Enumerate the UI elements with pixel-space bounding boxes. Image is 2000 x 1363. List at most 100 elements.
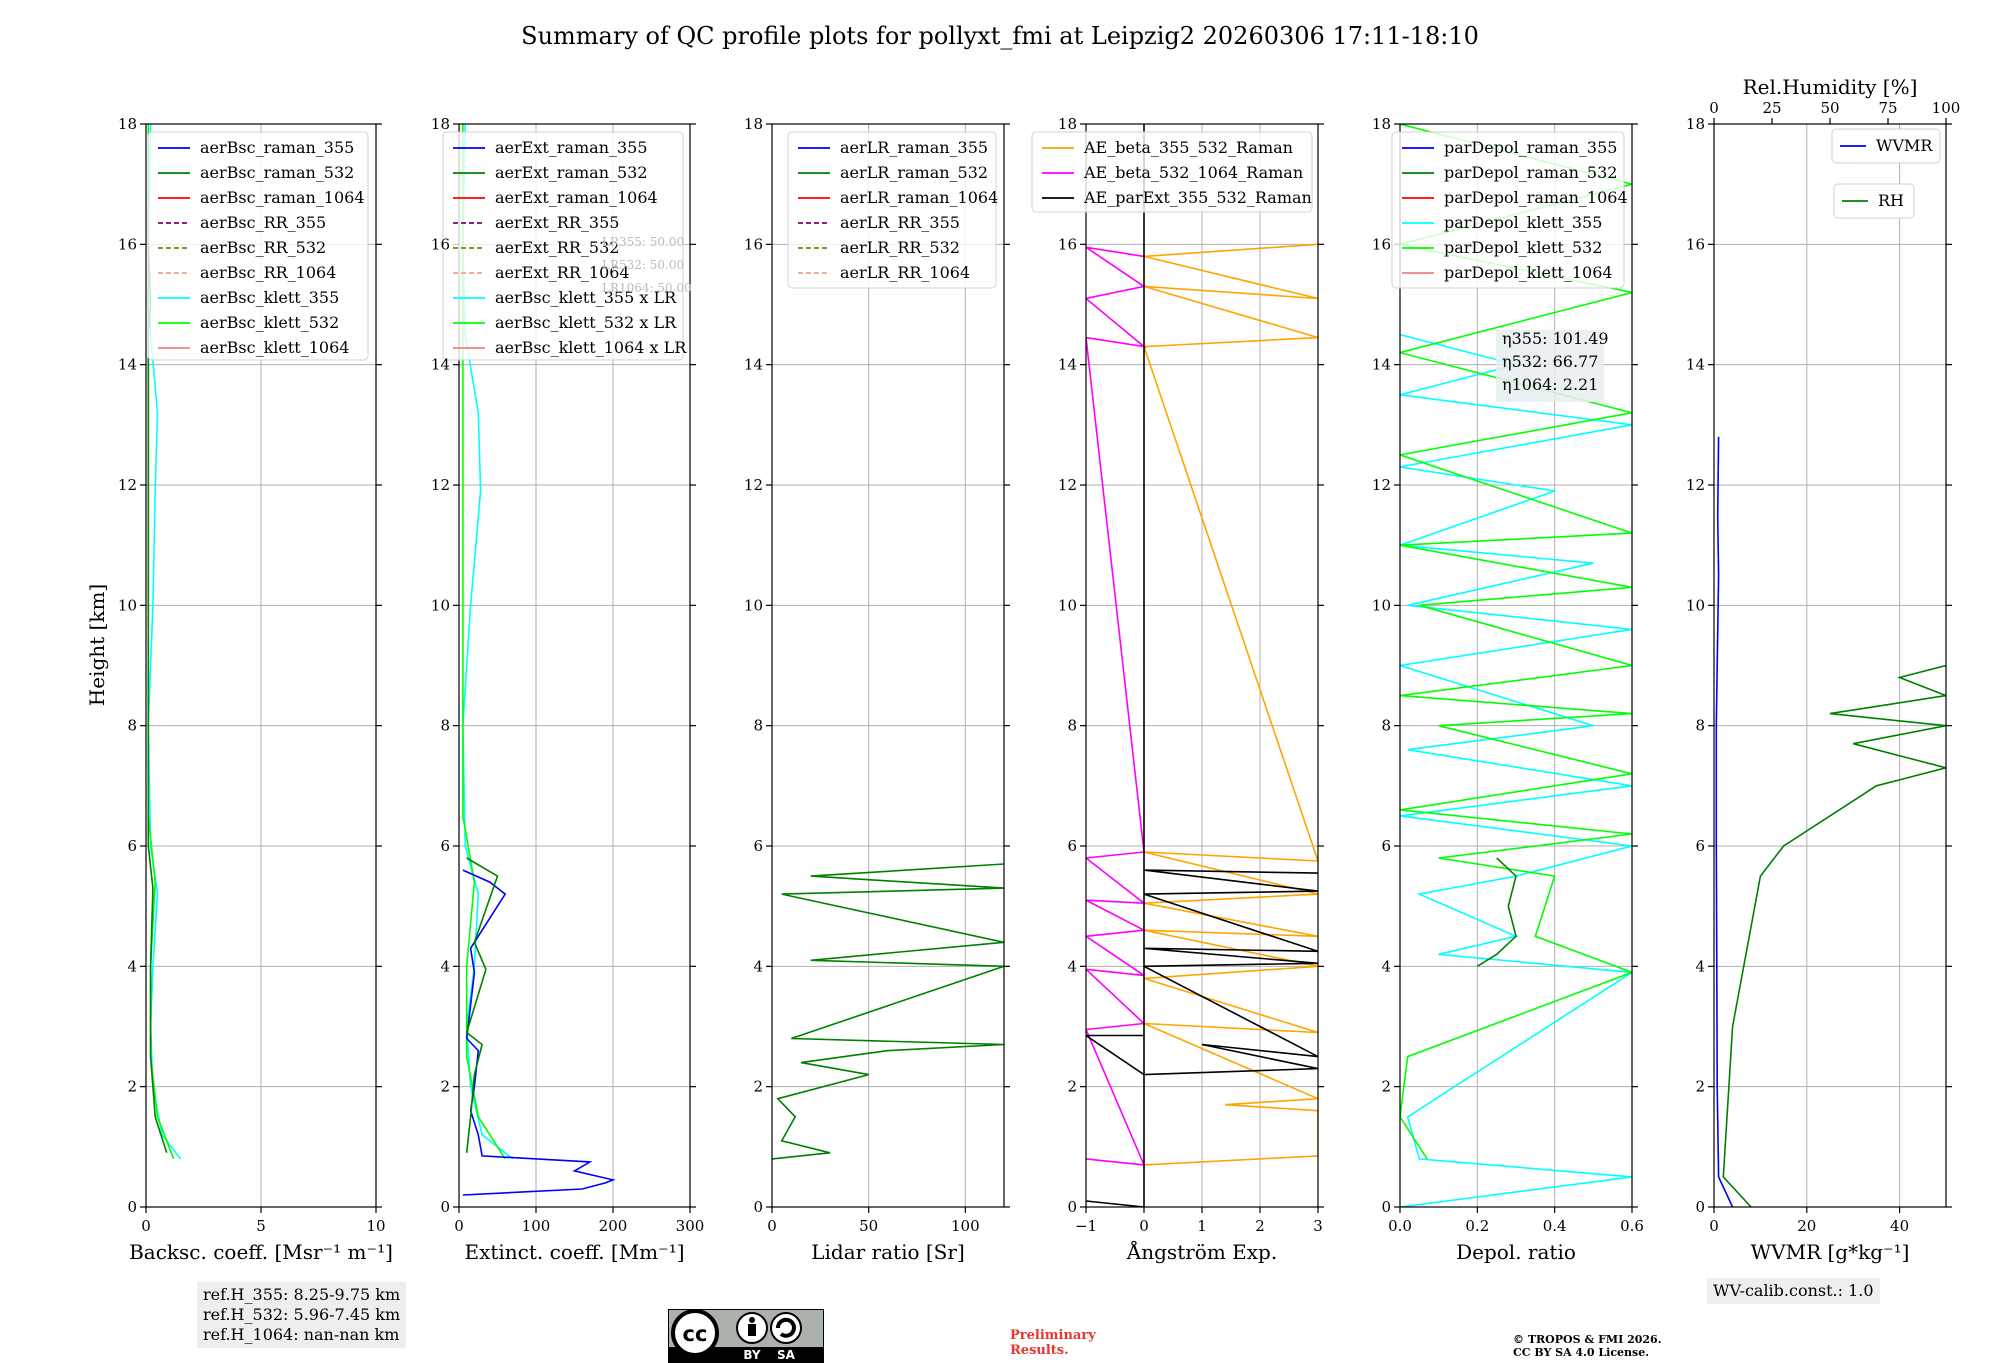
y-tick-label: 12 bbox=[744, 476, 763, 494]
y-tick-label: 12 bbox=[1372, 476, 1391, 494]
top-x-tick-label: 25 bbox=[1762, 99, 1781, 117]
y-tick-label: 12 bbox=[431, 476, 450, 494]
x-tick-label: −1 bbox=[1075, 1217, 1097, 1235]
y-tick-label: 16 bbox=[431, 235, 450, 253]
y-tick-label: 18 bbox=[118, 115, 137, 133]
legend-entry: parDepol_klett_532 bbox=[1444, 238, 1602, 257]
x-tick-label: 0.4 bbox=[1543, 1217, 1567, 1235]
top-x-tick-label: 50 bbox=[1820, 99, 1839, 117]
annotation-text: LR1064: 50.00 bbox=[602, 281, 692, 295]
y-tick-label: 6 bbox=[1381, 837, 1391, 855]
y-tick-label: 12 bbox=[1686, 476, 1705, 494]
y-tick-label: 10 bbox=[431, 596, 450, 614]
x-tick-label: 0.6 bbox=[1620, 1217, 1644, 1235]
x-tick-label: 100 bbox=[951, 1217, 980, 1235]
legend-entry: parDepol_klett_1064 bbox=[1444, 263, 1613, 282]
series-line-parDepol_klett_355 bbox=[1400, 333, 1632, 1207]
axes-frame bbox=[1399, 123, 1633, 1208]
cc-by-label: BY bbox=[743, 1348, 760, 1362]
y-tick-label: 8 bbox=[1067, 717, 1077, 735]
x-tick-label: 0 bbox=[767, 1217, 777, 1235]
figure-title: Summary of QC profile plots for pollyxt_… bbox=[521, 22, 1479, 50]
x-axis-label: Lidar ratio [Sr] bbox=[811, 1240, 965, 1264]
y-tick-label: 10 bbox=[744, 596, 763, 614]
y-axis-label: Height [km] bbox=[85, 584, 109, 706]
legend-entry: parDepol_raman_532 bbox=[1444, 163, 1617, 182]
series-line-AE_beta_355_532_Raman bbox=[1142, 243, 1318, 1166]
legend-entry: aerBsc_klett_1064 x LR bbox=[495, 338, 687, 357]
legend-entry: aerBsc_klett_355 x LR bbox=[495, 288, 677, 307]
y-tick-label: 8 bbox=[1695, 717, 1705, 735]
y-tick-label: 10 bbox=[118, 596, 137, 614]
legend-entry: aerExt_RR_532 bbox=[495, 238, 619, 257]
y-tick-label: 0 bbox=[1067, 1198, 1077, 1216]
top-x-tick-label: 0 bbox=[1709, 99, 1719, 117]
y-tick-label: 4 bbox=[753, 957, 763, 975]
top-x-tick-label: 100 bbox=[1932, 99, 1961, 117]
series-line-RH bbox=[1722, 664, 1946, 1207]
copyright-note: © TROPOS & FMI 2026. CC BY SA 4.0 Licens… bbox=[1513, 1333, 1662, 1359]
y-tick-label: 0 bbox=[1381, 1198, 1391, 1216]
legend-box bbox=[442, 131, 684, 361]
ref-height-1064: ref.H_1064: nan-nan km bbox=[203, 1325, 400, 1344]
reference-heights-box: ref.H_355: 8.25-9.75 km ref.H_532: 5.96-… bbox=[197, 1282, 407, 1348]
y-tick-label: 0 bbox=[127, 1198, 137, 1216]
y-tick-label: 2 bbox=[1381, 1078, 1391, 1096]
legend-entry: aerBsc_raman_355 bbox=[200, 138, 354, 157]
x-tick-label: 0.2 bbox=[1465, 1217, 1489, 1235]
legend-entry: aerBsc_raman_1064 bbox=[200, 188, 365, 207]
top-axis-label: Rel.Humidity [%] bbox=[1743, 75, 1918, 99]
y-tick-label: 6 bbox=[1695, 837, 1705, 855]
preliminary-line-1: Preliminary bbox=[1010, 1328, 1096, 1343]
x-tick-label: 100 bbox=[522, 1217, 551, 1235]
y-tick-label: 14 bbox=[1686, 356, 1705, 374]
y-tick-label: 4 bbox=[1695, 957, 1705, 975]
series-line-parDepol_raman_532 bbox=[1476, 857, 1517, 967]
legend-entry: aerLR_raman_532 bbox=[840, 163, 988, 182]
legend-entry: aerBsc_klett_532 bbox=[200, 313, 339, 332]
panel-6 bbox=[1708, 118, 1952, 1213]
copyright-line-2: CC BY SA 4.0 License. bbox=[1513, 1346, 1650, 1359]
x-tick-label: 0 bbox=[1709, 1217, 1719, 1235]
series-line-aerBsc_raman_532 bbox=[147, 244, 168, 1154]
y-tick-label: 16 bbox=[1058, 235, 1077, 253]
y-tick-label: 8 bbox=[1381, 717, 1391, 735]
legend-entry: aerExt_raman_1064 bbox=[495, 188, 658, 207]
x-axis-label: Backsc. coeff. [Msr⁻¹ m⁻¹] bbox=[129, 1240, 393, 1264]
x-tick-label: 50 bbox=[859, 1217, 878, 1235]
series-line-aerExt_raman_355 bbox=[462, 869, 616, 1196]
y-tick-label: 6 bbox=[753, 837, 763, 855]
y-tick-label: 18 bbox=[1372, 115, 1391, 133]
y-tick-label: 12 bbox=[118, 476, 137, 494]
y-tick-label: 18 bbox=[744, 115, 763, 133]
legend-entry: aerBsc_RR_355 bbox=[200, 213, 326, 232]
legend-box bbox=[1391, 131, 1625, 289]
y-tick-label: 4 bbox=[1381, 957, 1391, 975]
y-tick-label: 18 bbox=[1686, 115, 1705, 133]
panel-5 bbox=[1391, 123, 1638, 1213]
y-tick-label: 16 bbox=[1686, 235, 1705, 253]
cc-sa-label: SA bbox=[777, 1348, 796, 1362]
y-tick-label: 6 bbox=[440, 837, 450, 855]
annotation-text: LR532: 50.00 bbox=[602, 258, 684, 272]
cc-icon bbox=[671, 1309, 719, 1357]
x-tick-label: 5 bbox=[256, 1217, 266, 1235]
y-tick-label: 2 bbox=[753, 1078, 763, 1096]
legend-entry: AE_parExt_355_532_Raman bbox=[1083, 188, 1312, 207]
x-axis-label: Extinct. coeff. [Mm⁻¹] bbox=[464, 1240, 684, 1264]
x-tick-label: 200 bbox=[599, 1217, 628, 1235]
legend-entry: aerBsc_raman_532 bbox=[200, 163, 354, 182]
panel-2 bbox=[442, 123, 696, 1213]
legend-entry: aerBsc_klett_532 x LR bbox=[495, 313, 677, 332]
legend-entry: AE_beta_532_1064_Raman bbox=[1083, 163, 1303, 182]
cc-text: cc bbox=[683, 1322, 708, 1346]
sa-share-icon bbox=[770, 1312, 802, 1344]
wv-calibration-box: WV-calib.const.: 1.0 bbox=[1707, 1278, 1880, 1304]
y-tick-label: 6 bbox=[1067, 837, 1077, 855]
y-tick-label: 14 bbox=[744, 356, 763, 374]
legend-entry: aerExt_raman_532 bbox=[495, 163, 648, 182]
legend-entry: aerBsc_klett_355 bbox=[200, 288, 339, 307]
x-tick-label: 40 bbox=[1890, 1217, 1909, 1235]
y-tick-label: 4 bbox=[440, 957, 450, 975]
